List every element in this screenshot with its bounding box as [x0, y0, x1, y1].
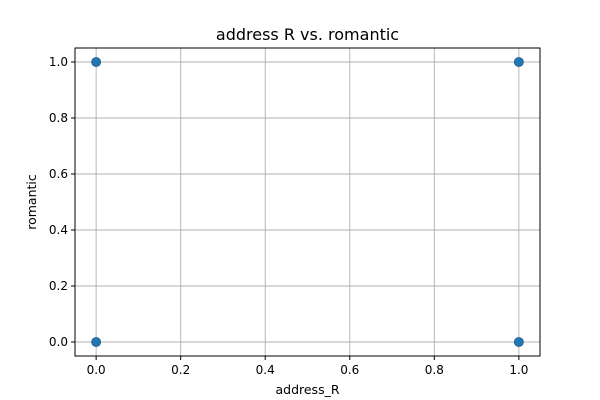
axis-ticks: 0.0 0.2 0.4 0.6 0.8 1.0 0.0 0.2 0.4 0.6 0.8 1.0 [49, 55, 529, 377]
y-tick-label: 1.0 [49, 55, 68, 69]
chart-title: address R vs. romantic [216, 25, 399, 44]
grid-lines [75, 48, 540, 356]
y-tick-label: 0.6 [49, 167, 68, 181]
scatter-point [513, 57, 524, 67]
scatter-point [91, 337, 102, 347]
x-tick-label: 0.0 [87, 363, 106, 377]
scatter-point [513, 337, 524, 347]
x-tick-label: 0.2 [171, 363, 190, 377]
y-tick-label: 0.0 [49, 335, 68, 349]
y-tick-label: 0.2 [49, 279, 68, 293]
data-points [91, 57, 524, 347]
x-tick-label: 0.6 [340, 363, 359, 377]
y-tick-label: 0.4 [49, 223, 68, 237]
y-axis-label: romantic [24, 174, 39, 230]
y-tick-label: 0.8 [49, 111, 68, 125]
plot-area [75, 48, 540, 356]
x-axis-label: address_R [275, 382, 339, 397]
scatter-point [91, 57, 102, 67]
x-tick-label: 1.0 [509, 363, 528, 377]
x-tick-label: 0.4 [256, 363, 275, 377]
plot-frame [74, 47, 541, 357]
x-tick-label: 0.8 [425, 363, 444, 377]
